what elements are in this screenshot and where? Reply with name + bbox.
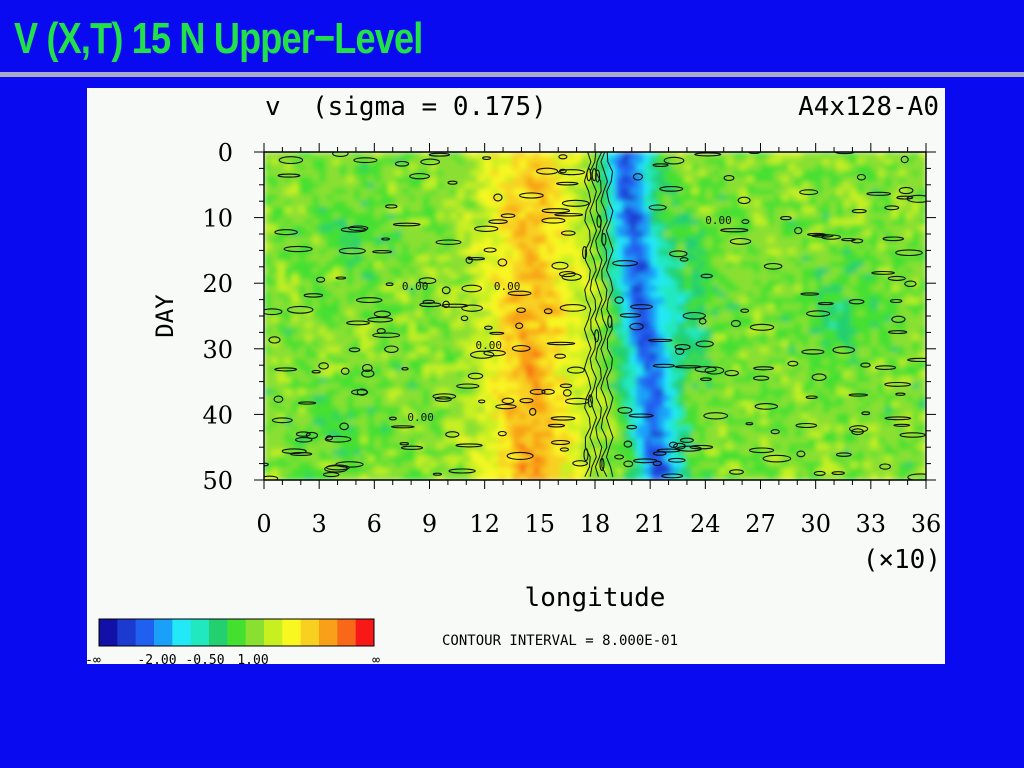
- x-axis-multiplier: (×10): [863, 545, 941, 575]
- chart-title: v (sigma = 0.175): [265, 92, 547, 122]
- x-tick-label: 3: [312, 510, 327, 538]
- colorbar-label: -∞: [87, 653, 101, 664]
- y-tick-label: 50: [202, 467, 233, 495]
- y-tick-label: 10: [202, 205, 233, 233]
- colorbar-swatch: [282, 619, 301, 646]
- contour-label: 0.00: [407, 411, 434, 424]
- contour-layer: 0.00 0.00 0.00 0.00 0.00: [264, 152, 926, 480]
- title-divider: [0, 72, 1024, 77]
- x-tick-label: 12: [469, 510, 500, 538]
- colorbar-label: -2.00: [137, 653, 176, 664]
- contour-label: 0.00: [402, 280, 429, 293]
- slide-title: V (X,T) 15 N Upper−Level: [14, 14, 423, 63]
- colorbar-swatch: [172, 619, 191, 646]
- y-tick-label: 20: [202, 270, 233, 298]
- chart-figure: v (sigma = 0.175) A4x128-A0 0.00 0.00 0.00…: [87, 88, 945, 664]
- x-tick-label: 6: [367, 510, 382, 538]
- y-tick-label: 40: [202, 401, 233, 429]
- x-tick-label: 24: [690, 510, 721, 538]
- contour-label: 0.00: [705, 214, 732, 227]
- colorbar-swatch: [209, 619, 228, 646]
- x-tick-label: 21: [635, 510, 666, 538]
- contour-interval: CONTOUR INTERVAL = 8.000E-01: [442, 633, 678, 649]
- colorbar-swatch: [227, 619, 246, 646]
- field-layer: [264, 152, 926, 480]
- hovmoller-chart: v (sigma = 0.175) A4x128-A0 0.000.000.00…: [87, 92, 941, 664]
- x-tick-label: 9: [422, 510, 437, 538]
- colorbar-swatch: [337, 619, 356, 646]
- contour-label: 0.00: [494, 280, 521, 293]
- colorbar-label: -0.50: [185, 653, 224, 664]
- x-tick-label: 15: [525, 510, 556, 538]
- y-tick-label: 0: [218, 139, 233, 167]
- x-tick-label: 33: [856, 510, 887, 538]
- x-tick-label: 0: [256, 510, 271, 538]
- colorbar-swatch: [135, 619, 155, 646]
- x-tick-label: 30: [800, 510, 831, 538]
- colorbar-swatch: [117, 619, 136, 646]
- colorbar-label: ∞: [372, 653, 380, 664]
- x-tick-label: 27: [745, 510, 776, 538]
- y-tick-label: 30: [202, 336, 233, 364]
- x-tick-label: 36: [911, 510, 942, 538]
- colorbar-swatch: [190, 619, 210, 646]
- colorbar-swatch: [245, 619, 265, 646]
- colorbar-swatch: [154, 619, 173, 646]
- colorbar: -∞ -2.00 -0.50 1.00 ∞: [87, 618, 380, 664]
- contour-label: 0.00: [476, 339, 503, 352]
- colorbar-swatch: [264, 619, 283, 646]
- colorbar-swatch: [319, 619, 338, 646]
- y-axis-label: DAY: [151, 294, 179, 338]
- colorbar-swatch: [355, 619, 375, 646]
- run-label: A4x128-A0: [798, 92, 939, 122]
- colorbar-swatch: [300, 619, 320, 646]
- x-tick-label: 18: [580, 510, 611, 538]
- colorbar-label: 1.00: [237, 653, 268, 664]
- x-axis-label: longitude: [525, 583, 666, 613]
- colorbar-swatch: [99, 619, 118, 646]
